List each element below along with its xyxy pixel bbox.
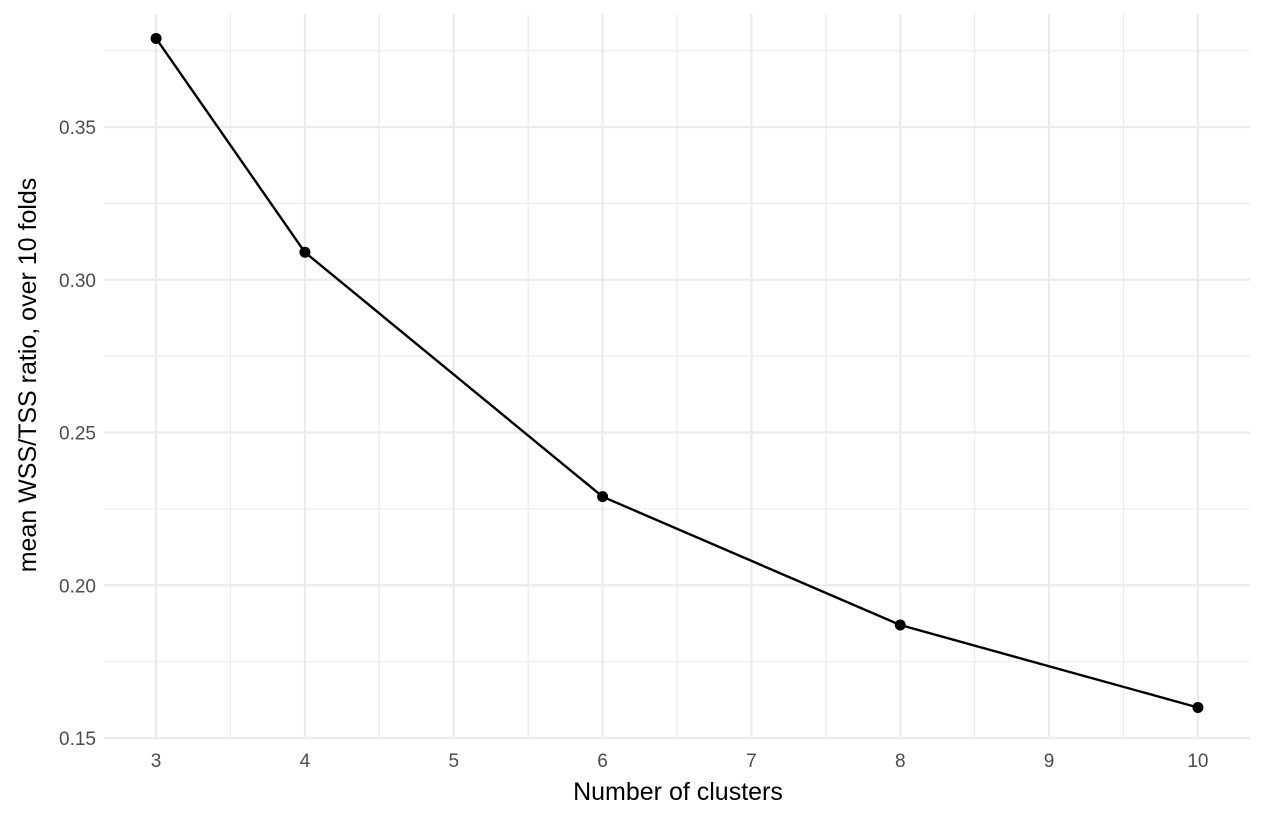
- y-tick-label: 0.20: [59, 576, 96, 597]
- y-axis-ticks: 0.15 0.20 0.25 0.30 0.35: [59, 118, 96, 750]
- y-tick-label: 0.25: [59, 424, 96, 445]
- x-tick-label: 6: [597, 751, 608, 772]
- y-axis-title: mean WSS/TSS ratio, over 10 folds: [14, 178, 42, 573]
- x-axis-ticks: 3 4 5 6 7 8 9 10: [151, 751, 1209, 772]
- x-tick-label: 5: [448, 751, 459, 772]
- x-tick-label: 8: [895, 751, 906, 772]
- grid: [104, 14, 1250, 740]
- y-tick-label: 0.30: [59, 271, 96, 292]
- data-point: [299, 246, 311, 258]
- x-tick-label: 4: [300, 751, 311, 772]
- series: [150, 32, 1204, 713]
- x-tick-label: 3: [151, 751, 162, 772]
- x-tick-label: 10: [1187, 751, 1208, 772]
- y-tick-label: 0.35: [59, 118, 96, 139]
- x-axis-title: Number of clusters: [573, 778, 783, 806]
- y-tick-label: 0.15: [59, 729, 96, 750]
- data-point: [150, 32, 162, 44]
- data-point: [1192, 701, 1204, 713]
- data-point: [894, 619, 906, 631]
- data-point: [597, 491, 609, 503]
- x-tick-label: 7: [746, 751, 757, 772]
- x-tick-label: 9: [1044, 751, 1055, 772]
